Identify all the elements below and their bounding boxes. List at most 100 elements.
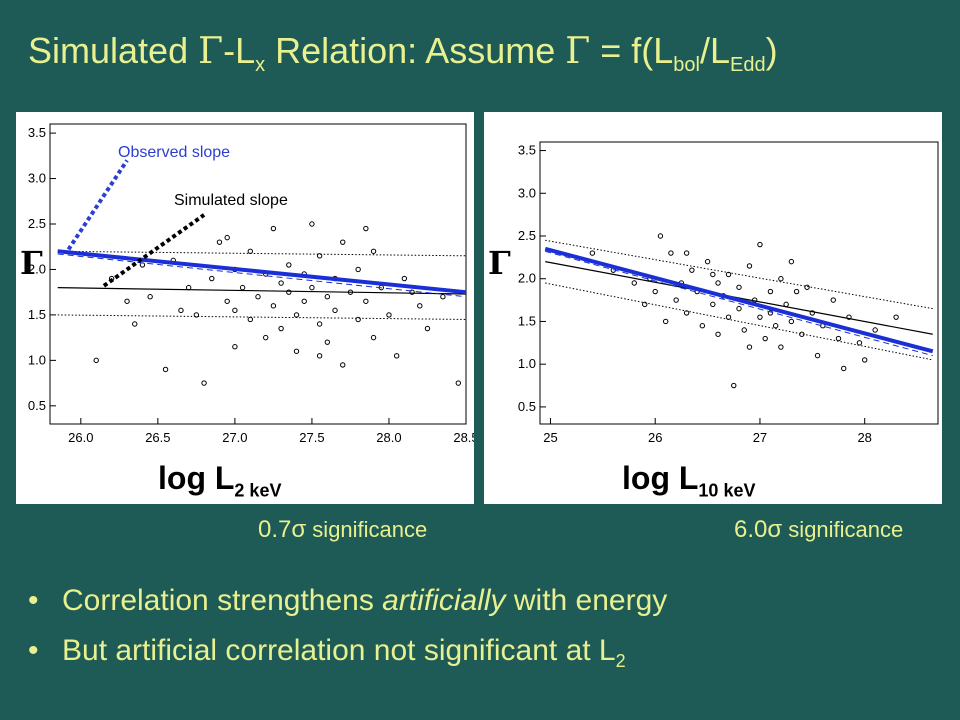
left-data-point-51 (401, 275, 408, 282)
right-plot-frame (539, 141, 939, 425)
left-data-point-57 (232, 344, 238, 350)
left-ytick-label-2: 1.5 (28, 307, 46, 322)
left-data-point-36 (324, 294, 331, 300)
bullet-1-text: Correlation strengthens (62, 584, 383, 617)
left-ytick-label-3: 2.0 (28, 261, 46, 276)
right-xlabel-main: log L (622, 460, 699, 496)
bullet-2-subscript: 2 (615, 651, 626, 671)
left-plot-frame (49, 123, 467, 425)
left-data-point-42 (347, 289, 354, 295)
title-text-3: Relation: Assume (265, 30, 566, 71)
right-data-point-16 (710, 301, 716, 308)
left-significance: 0.7σ significance (258, 516, 427, 544)
right-data-point-26 (746, 263, 753, 269)
left-significance-label: significance (306, 517, 428, 542)
left-data-point-24 (278, 280, 284, 286)
right-ytick-label-6: 3.5 (518, 143, 536, 158)
bullet-item-1: • Correlation strengthens artificially wi… (28, 584, 668, 617)
left-data-point-23 (270, 303, 277, 309)
right-data-point-23 (736, 305, 742, 312)
right-data-point-47 (846, 314, 852, 320)
title-gamma-2: Γ (565, 31, 591, 72)
right-data-point-25 (741, 327, 747, 333)
right-data-point-39 (799, 331, 805, 337)
right-data-point-48 (856, 340, 863, 346)
left-ytick-label-1: 1.0 (28, 352, 46, 367)
title-gamma-1: Γ (198, 31, 224, 72)
left-simulated-slope-pointer (102, 213, 206, 288)
left-data-point-28 (293, 312, 300, 318)
right-ytick-label-3: 2.0 (518, 271, 536, 286)
right-data-point-0 (589, 250, 596, 256)
left-data-point-50 (393, 353, 400, 359)
right-ytick-label-5: 3.0 (518, 185, 536, 200)
left-data-point-41 (340, 362, 346, 368)
left-data-point-5 (147, 294, 153, 300)
right-xtick-label-2: 27 (753, 430, 767, 445)
title-sub-edd: Edd (730, 54, 766, 77)
left-data-point-20 (255, 294, 261, 300)
left-xtick-label-4: 28.0 (376, 430, 401, 445)
right-data-point-2 (631, 280, 637, 286)
right-x-axis-label: log L10 keV (622, 460, 755, 501)
observed-slope-label: Observed slope (118, 144, 231, 161)
right-data-point-54 (746, 344, 753, 350)
left-observed-fit-dashed-line (57, 253, 467, 298)
right-lower-band-line (545, 282, 933, 361)
right-data-point-12 (689, 267, 695, 273)
title-sub-bol: bol (673, 54, 700, 77)
left-data-point-25 (278, 325, 284, 332)
left-data-point-15 (232, 307, 238, 314)
left-observed-fit-line (57, 249, 467, 295)
left-chart-panel: 0.5 1.0 1.5 2.0 2.5 3.0 3.5 26.0 26.5 27.0 27.5 28.… (16, 112, 474, 504)
left-ytick-label-4: 2.5 (28, 216, 46, 231)
left-data-point-60 (363, 225, 369, 232)
left-simulated-fit-line (57, 287, 467, 295)
left-ytick-label-5: 3.0 (28, 171, 46, 186)
left-data-point-27 (286, 289, 292, 295)
left-data-point-52 (417, 303, 423, 309)
right-data-point-52 (683, 250, 690, 256)
right-ytick-label-0: 0.5 (518, 399, 536, 414)
left-data-point-2 (124, 298, 130, 304)
right-data-point-36 (783, 301, 789, 308)
right-scatter-plot: 0.5 1.0 1.5 2.0 2.5 3.0 3.5 25 26 27 28 (518, 141, 939, 445)
bullet-1-text-end: with energy (505, 584, 668, 617)
right-xlabel-sub: 10 keV (698, 480, 756, 501)
left-data-point-0 (93, 357, 99, 364)
left-data-point-35 (316, 253, 323, 259)
left-data-point-13 (216, 239, 223, 245)
right-data-point-20 (725, 271, 732, 278)
left-data-point-14 (224, 298, 230, 304)
right-xtick-label-3: 28 (857, 430, 871, 445)
right-data-point-24 (736, 284, 742, 290)
right-significance: 6.0σ significance (734, 516, 903, 544)
left-data-point-10 (193, 312, 200, 318)
left-x-axis-label: log L2 keV (158, 460, 281, 501)
right-data-point-46 (841, 365, 847, 372)
right-y-axis-label: Γ (488, 244, 511, 282)
right-data-point-3 (642, 301, 648, 308)
slide-title: Simulated Γ-Lx Relation: Assume Γ = f(Lb… (28, 30, 778, 77)
left-data-point-39 (332, 307, 338, 314)
right-data-point-42 (814, 352, 821, 359)
left-data-point-31 (301, 298, 307, 304)
left-xlabel-main: log L (158, 460, 235, 496)
left-data-point-33 (309, 284, 315, 291)
right-chart-panel: 0.5 1.0 1.5 2.0 2.5 3.0 3.5 25 26 27 28 Γ (484, 112, 942, 504)
right-data-point-22 (731, 382, 737, 389)
left-data-point-11 (201, 380, 207, 386)
left-data-point-45 (363, 298, 369, 304)
right-significance-value: 6.0σ (734, 516, 783, 543)
right-data-point-33 (772, 323, 779, 329)
left-data-point-37 (324, 339, 331, 345)
left-data-point-40 (340, 239, 346, 245)
right-data-point-8 (668, 250, 674, 256)
left-data-point-58 (224, 234, 230, 241)
left-data-point-18 (247, 316, 253, 323)
right-data-point-35 (778, 344, 784, 350)
left-data-point-44 (355, 266, 361, 273)
right-ytick-label-1: 1.0 (518, 356, 536, 371)
right-xtick-label-1: 26 (648, 430, 662, 445)
right-simulated-fit-line (545, 261, 933, 335)
